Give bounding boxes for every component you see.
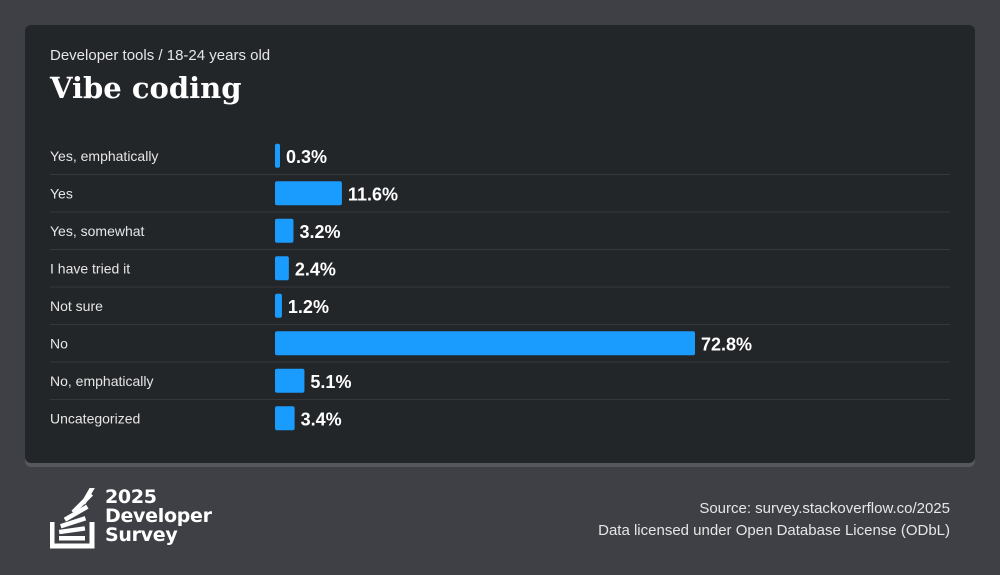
logo-developer: Developer (105, 505, 212, 527)
value-label: 0.3% (286, 147, 327, 167)
bar[interactable] (275, 368, 305, 393)
category-label: No, emphatically (50, 373, 154, 389)
bar[interactable] (275, 143, 280, 168)
bar[interactable] (275, 293, 282, 318)
category-label: No (50, 335, 68, 351)
bar[interactable] (275, 256, 289, 281)
category-label: Yes (50, 185, 73, 201)
category-label: Not sure (50, 298, 103, 314)
source-link[interactable]: Source: survey.stackoverflow.co/2025 (699, 500, 950, 517)
category-label: Yes, somewhat (50, 223, 145, 239)
category-label: Yes, emphatically (50, 148, 158, 164)
value-label: 1.2% (288, 297, 329, 317)
value-label: 72.8% (701, 334, 752, 354)
bar[interactable] (275, 181, 342, 206)
bar[interactable] (275, 218, 294, 243)
stack-logo-icon (49, 481, 98, 549)
license-text: Data licensed under Open Database Licens… (598, 522, 950, 539)
logo-survey: Survey (105, 524, 178, 546)
value-label: 3.4% (301, 409, 342, 429)
logo-wordmark: 2025 Developer Survey (105, 488, 212, 545)
category-label: Uncategorized (50, 410, 140, 426)
bar[interactable] (275, 406, 295, 431)
chart-card: Developer tools / 18-24 years old Vibe c… (25, 25, 975, 463)
bar[interactable] (275, 331, 695, 356)
chart-subtitle: Developer tools / 18-24 years old (50, 47, 271, 64)
chart-title: Vibe coding (50, 71, 242, 105)
value-label: 2.4% (295, 259, 336, 279)
value-label: 3.2% (299, 222, 340, 242)
source-block: Source: survey.stackoverflow.co/2025 Dat… (598, 498, 950, 542)
category-label: I have tried it (50, 260, 130, 276)
logo-year: 2025 (105, 486, 157, 508)
survey-logo: 2025 Developer Survey (49, 481, 250, 550)
value-label: 11.6% (348, 184, 398, 204)
value-label: 5.1% (310, 372, 351, 392)
